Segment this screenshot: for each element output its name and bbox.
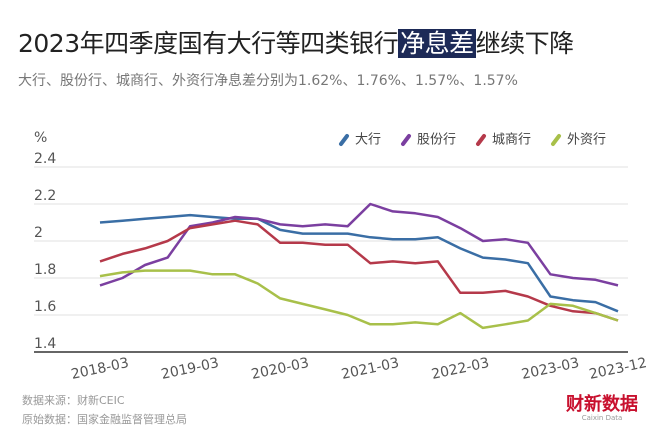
legend-label: 城商行 xyxy=(492,133,531,148)
raw-source: 原始数据：国家金融监督管理总局 xyxy=(22,413,187,426)
x-tick-label: 2018-03 xyxy=(70,355,131,383)
y-tick-label: 1.8 xyxy=(34,262,56,278)
y-tick-label: 2 xyxy=(34,225,43,241)
logo-en: Caixin Data xyxy=(581,414,623,422)
series-line xyxy=(99,269,619,330)
logo-text: 财新数据 xyxy=(566,394,638,415)
title-part: 2023年四季度国有大行等四类银行 xyxy=(18,29,399,58)
y-axis-label: % xyxy=(34,130,47,146)
title-part: 继续下降 xyxy=(475,29,575,58)
x-tick-label: 2020-03 xyxy=(250,355,311,383)
title-highlight: 净息差 xyxy=(398,29,476,58)
legend-label: 大行 xyxy=(355,133,381,148)
legend-swatch xyxy=(551,134,561,146)
x-tick-label: 2023-03 xyxy=(520,355,581,383)
legend-swatch xyxy=(339,134,349,146)
x-tick-label: 2022-03 xyxy=(430,355,491,383)
legend-swatch xyxy=(401,134,411,146)
y-tick-label: 1.6 xyxy=(34,299,56,315)
y-tick-label: 1.4 xyxy=(34,336,56,352)
legend-label: 股份行 xyxy=(417,133,456,148)
logo: 财新数据 Caixin Data xyxy=(566,396,638,423)
x-tick-label: 2023-12 xyxy=(588,355,649,383)
x-tick-label: 2019-03 xyxy=(160,355,221,383)
x-tick-label: 2021-03 xyxy=(340,355,401,383)
series-line xyxy=(99,213,619,313)
series-line xyxy=(99,219,619,322)
legend-swatch xyxy=(476,134,486,146)
chart-title: 2023年四季度国有大行等四类银行净息差继续下降 xyxy=(18,24,574,60)
legend-label: 外资行 xyxy=(567,133,606,148)
source: 数据来源：财新CEIC xyxy=(22,394,125,407)
y-tick-label: 2.2 xyxy=(34,188,56,204)
y-tick-label: 2.4 xyxy=(34,151,56,167)
subtitle: 大行、股份行、城商行、外资行净息差分别为1.62%、1.76%、1.57%、1.… xyxy=(18,73,518,89)
